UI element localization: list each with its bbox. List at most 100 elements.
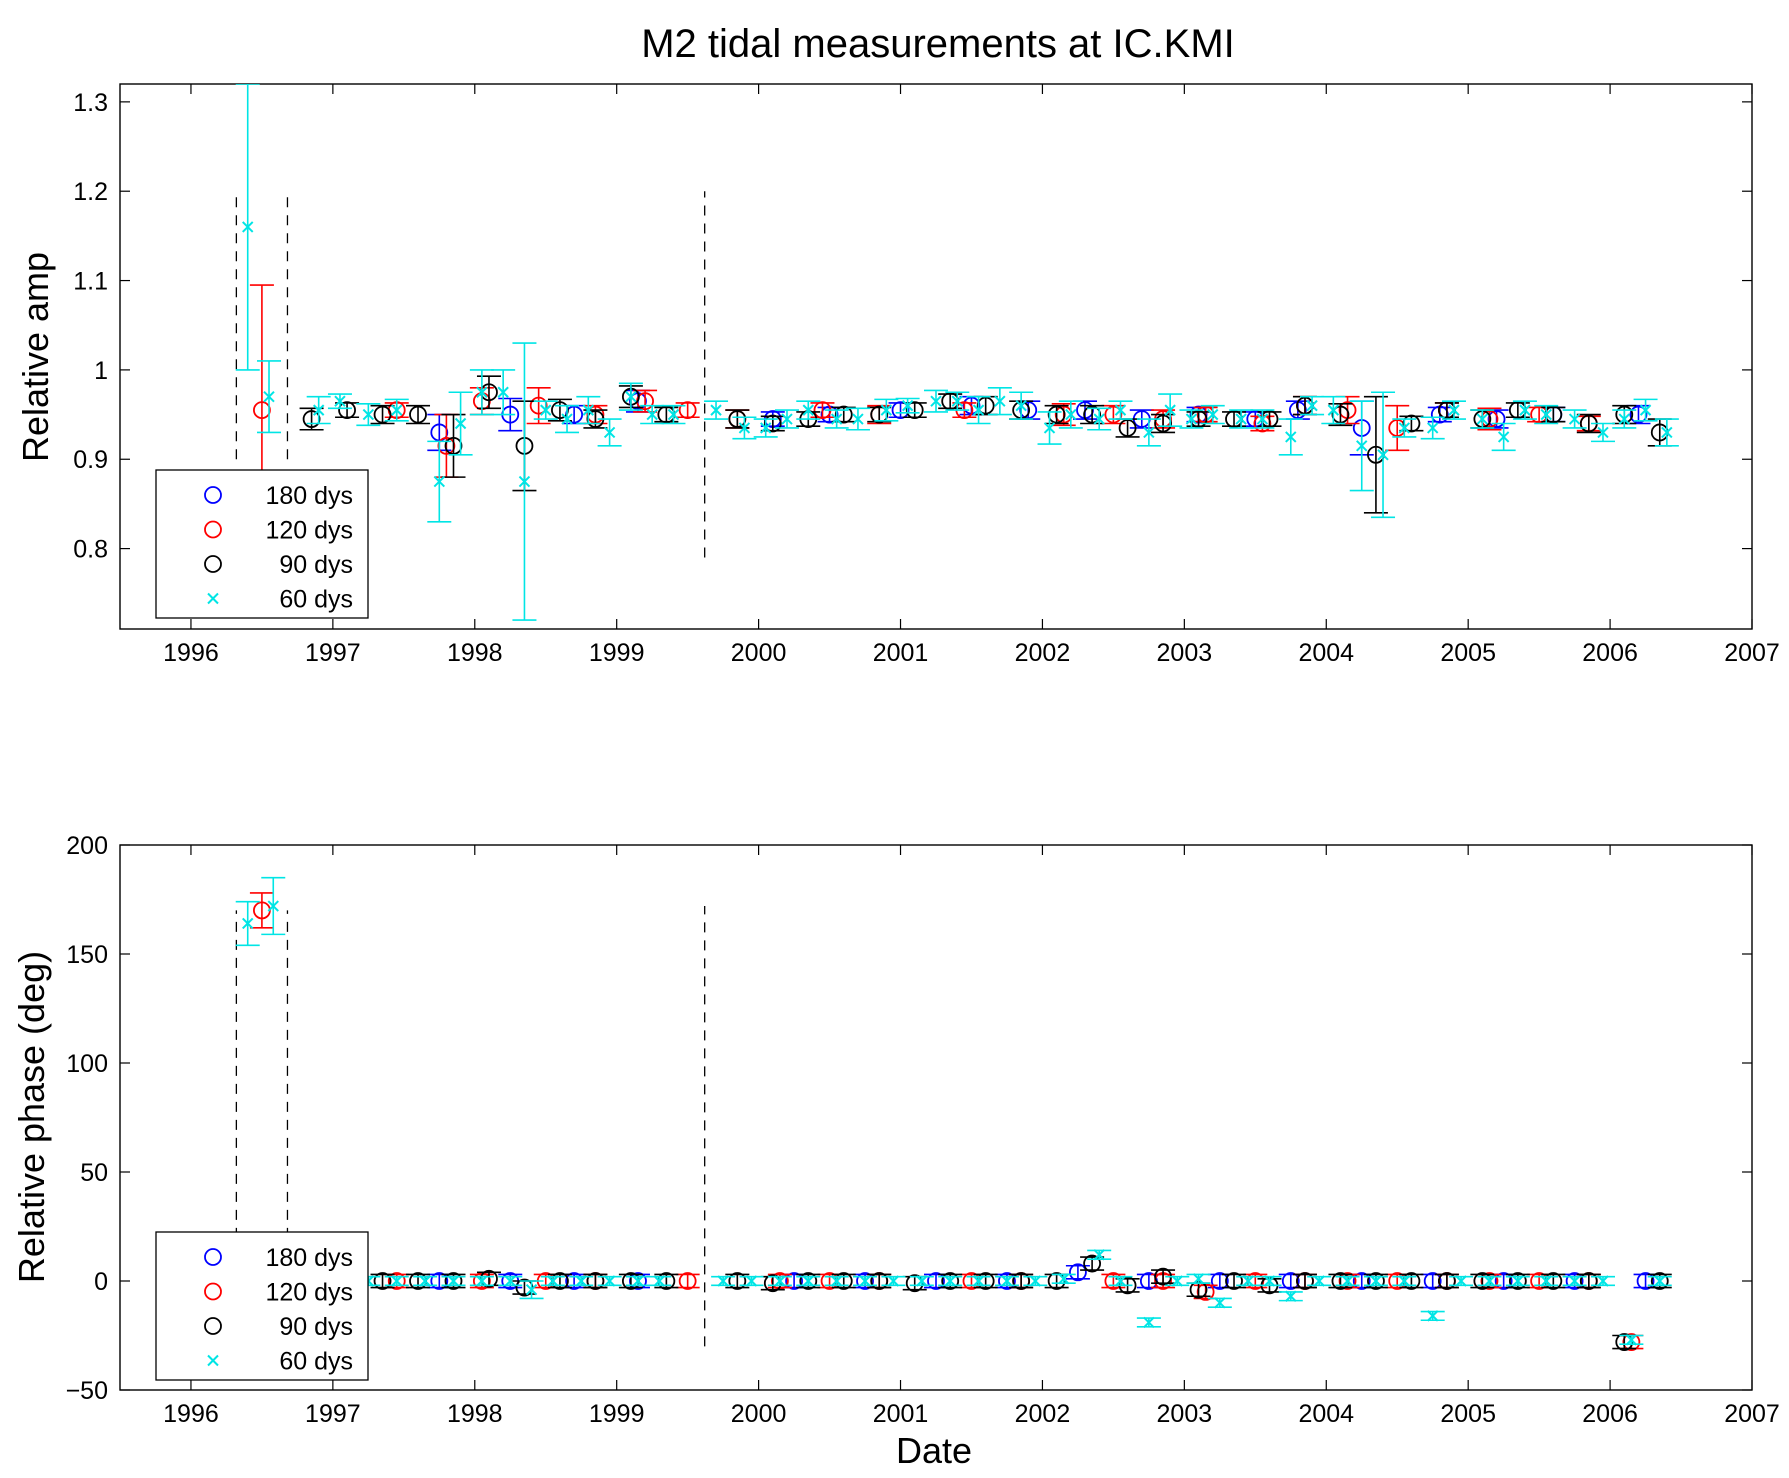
data-point xyxy=(586,1272,605,1290)
data-point xyxy=(1568,413,1581,425)
data-point xyxy=(1455,1275,1467,1287)
data-point xyxy=(901,399,914,412)
data-point xyxy=(1015,399,1027,412)
data-point xyxy=(1625,1334,1638,1346)
data-point xyxy=(1476,413,1489,425)
data-point xyxy=(391,1275,403,1287)
data-point xyxy=(334,395,346,407)
data-point xyxy=(1426,422,1439,434)
data-point xyxy=(1568,1275,1581,1287)
data-point xyxy=(1494,1272,1513,1290)
data-point xyxy=(1650,1272,1669,1290)
data-point xyxy=(728,1272,747,1290)
data-point xyxy=(728,410,747,428)
legend-marker xyxy=(207,592,219,605)
data-point xyxy=(930,395,942,407)
x-tick-label: 1999 xyxy=(589,1400,645,1428)
data-point xyxy=(529,396,548,415)
x-tick-label: 2004 xyxy=(1298,1400,1354,1428)
legend-marker xyxy=(207,1354,219,1367)
data-point xyxy=(437,436,456,455)
data-point xyxy=(409,405,427,424)
data-point xyxy=(745,1275,758,1287)
x-tick-label: 2005 xyxy=(1440,1400,1496,1428)
data-point xyxy=(1483,1275,1496,1287)
data-point xyxy=(1256,413,1269,425)
data-point xyxy=(547,1275,559,1287)
data-point xyxy=(994,395,1006,407)
data-point xyxy=(976,396,995,415)
data-point xyxy=(1661,426,1673,439)
data-point xyxy=(391,404,403,416)
data-point xyxy=(759,422,772,434)
data-point xyxy=(1164,404,1176,416)
x-tick-label: 1998 xyxy=(447,639,503,667)
legend-label: 60 dys xyxy=(279,586,353,614)
plot-area xyxy=(235,84,1679,621)
legend-marker xyxy=(204,1282,222,1301)
data-point xyxy=(1069,1263,1087,1282)
data-point xyxy=(1377,449,1389,461)
data-point xyxy=(373,1272,392,1290)
data-point xyxy=(1214,1297,1226,1309)
x-axis-label: Date xyxy=(896,1430,972,1471)
chart-title: M2 tidal measurements at IC.KMI xyxy=(641,22,1235,66)
x-tick-label: 2001 xyxy=(873,639,929,667)
data-point xyxy=(1154,414,1172,433)
data-point xyxy=(1114,1275,1127,1287)
data-point xyxy=(1313,1275,1325,1287)
y-tick-label: 50 xyxy=(80,1159,108,1187)
data-point xyxy=(1356,440,1368,452)
axes-frame xyxy=(119,844,1753,1391)
y-tick-label: 0 xyxy=(94,1268,108,1296)
data-point xyxy=(476,1275,488,1287)
x-tick-label: 2007 xyxy=(1724,639,1780,667)
data-point xyxy=(603,1275,616,1287)
x-tick-label: 2000 xyxy=(731,1400,787,1428)
data-point xyxy=(998,1272,1016,1290)
amplitude-panel: 1996 1997 1998 1999 2000 2001 2002 2003 2004 2005… xyxy=(15,83,1780,667)
data-point xyxy=(1331,405,1350,424)
data-point xyxy=(1043,422,1056,434)
data-point xyxy=(540,404,552,416)
data-point xyxy=(444,436,463,455)
data-point xyxy=(1210,1272,1229,1290)
data-point xyxy=(1370,1275,1382,1287)
x-tick-label: 2004 xyxy=(1298,639,1354,667)
data-point xyxy=(387,1272,406,1290)
data-point xyxy=(1519,404,1531,416)
legend-label: 180 dys xyxy=(265,1244,353,1272)
data-point xyxy=(454,417,467,430)
data-point xyxy=(1029,1275,1042,1287)
legend-label: 90 dys xyxy=(279,1313,353,1341)
data-point xyxy=(444,1272,463,1290)
x-tick-label: 2002 xyxy=(1015,1400,1071,1428)
data-point xyxy=(802,404,814,416)
data-point xyxy=(1618,413,1630,425)
data-point xyxy=(880,404,893,416)
data-point xyxy=(1093,413,1105,425)
data-point xyxy=(1083,405,1102,424)
data-point xyxy=(852,413,864,425)
phase-panel: 1996 1997 1998 1999 2000 2001 2002 2003 2004 2005… xyxy=(11,832,1780,1471)
data-point xyxy=(1508,1272,1527,1290)
data-point xyxy=(646,408,658,421)
data-point xyxy=(263,390,275,403)
data-point xyxy=(1171,1275,1183,1287)
series-90-dys xyxy=(370,1254,1672,1351)
data-point xyxy=(1497,431,1510,443)
y-tick-label: 200 xyxy=(66,832,108,860)
data-point xyxy=(312,404,325,416)
data-point xyxy=(1512,1275,1524,1287)
data-point xyxy=(830,1275,843,1287)
data-point xyxy=(1065,408,1077,421)
x-tick-label: 2006 xyxy=(1582,1400,1638,1428)
y-tick-label: 0.9 xyxy=(73,446,108,474)
data-point xyxy=(430,1272,449,1290)
data-point xyxy=(1597,1275,1609,1287)
y-tick-label: −50 xyxy=(66,1377,108,1405)
data-point xyxy=(430,423,449,442)
data-point xyxy=(1225,1272,1243,1290)
data-point xyxy=(1235,413,1247,425)
data-point xyxy=(1083,1254,1102,1273)
